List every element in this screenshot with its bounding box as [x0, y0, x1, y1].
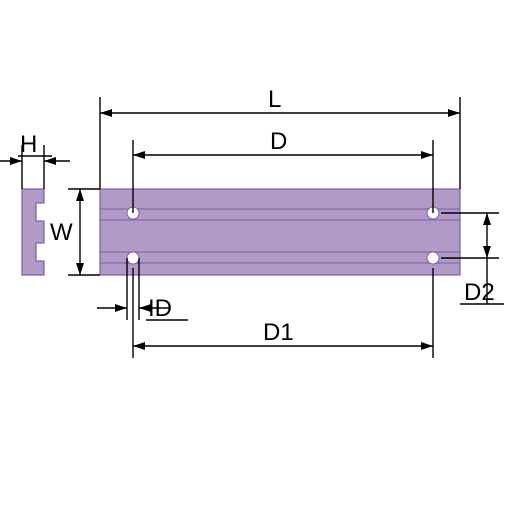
svg-text:H: H: [20, 131, 37, 158]
svg-text:D2: D2: [464, 279, 495, 306]
side-profile: [22, 189, 44, 275]
mounting-hole: [127, 252, 139, 264]
svg-text:D: D: [270, 128, 287, 155]
main-plate: [100, 189, 460, 275]
svg-text:D1: D1: [263, 319, 294, 346]
svg-text:W: W: [50, 219, 73, 246]
svg-text:ID: ID: [148, 295, 172, 322]
dimension-diagram: H LD W ID D1 D2: [0, 0, 530, 530]
svg-text:L: L: [268, 86, 281, 113]
mounting-hole: [427, 252, 439, 264]
